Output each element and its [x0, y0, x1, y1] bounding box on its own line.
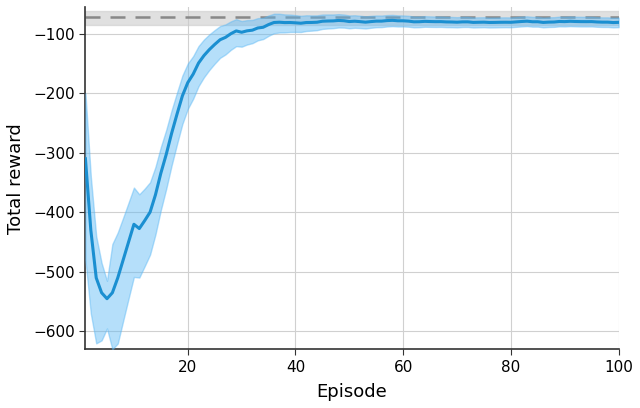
Bar [86, 11, 619, 25]
Y-axis label: Total reward: Total reward [7, 123, 25, 233]
X-axis label: Episode: Episode [317, 383, 387, 401]
